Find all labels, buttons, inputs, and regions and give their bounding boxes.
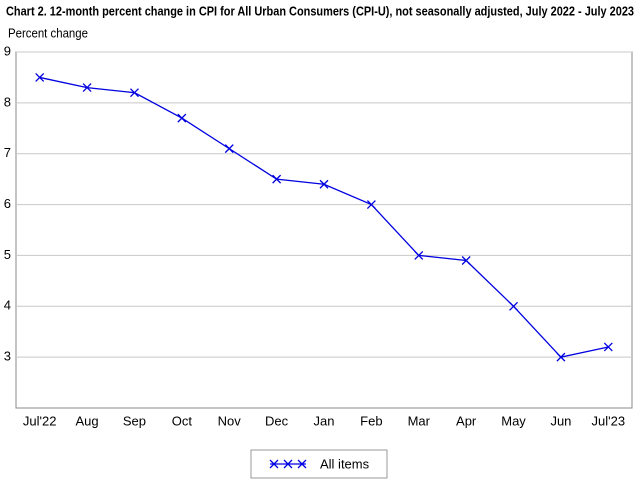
legend-marker: [297, 459, 307, 469]
data-point: [130, 88, 139, 98]
x-tick-label: Mar: [408, 413, 431, 428]
data-point: [509, 301, 518, 311]
x-tick-label: Apr: [456, 413, 477, 428]
data-point: [224, 144, 234, 154]
y-tick-label: 3: [4, 349, 11, 364]
data-point: [82, 83, 92, 93]
x-tick-label: Feb: [360, 413, 382, 428]
y-axis-label: Percent change: [8, 25, 88, 40]
data-point: [35, 72, 45, 82]
y-tick-label: 5: [4, 247, 11, 262]
data-line: [39, 76, 609, 358]
x-tick-label: Jun: [550, 413, 571, 428]
x-tick-label: Sep: [123, 413, 146, 428]
data-point: [414, 250, 424, 260]
data-point: [366, 200, 376, 210]
y-tick-label: 7: [4, 145, 11, 160]
chart-title: Chart 2. 12-month percent change in CPI …: [6, 3, 634, 18]
y-tick-label: 6: [4, 196, 11, 211]
x-tick-label: May: [501, 413, 526, 428]
data-point: [603, 342, 613, 352]
y-tick-label: 4: [4, 298, 11, 313]
data-point: [461, 256, 471, 265]
legend-marker: [283, 459, 293, 469]
x-tick-label: Aug: [76, 413, 99, 428]
x-tick-label: Dec: [265, 413, 289, 428]
x-tick-label: Jan: [314, 413, 335, 428]
data-point: [556, 352, 566, 362]
legend-marker: [269, 459, 279, 469]
data-point: [177, 113, 187, 123]
x-tick-label: Jul'23: [592, 413, 626, 428]
x-tick-label: Nov: [218, 413, 242, 428]
x-tick-label: Oct: [172, 413, 193, 428]
data-point: [319, 179, 329, 189]
legend-label: All items: [320, 456, 370, 471]
data-point: [272, 174, 282, 184]
plot-frame: [15, 51, 633, 409]
y-tick-label: 9: [4, 43, 11, 58]
y-tick-label: 8: [4, 94, 11, 109]
x-tick-label: Jul'22: [23, 413, 57, 428]
